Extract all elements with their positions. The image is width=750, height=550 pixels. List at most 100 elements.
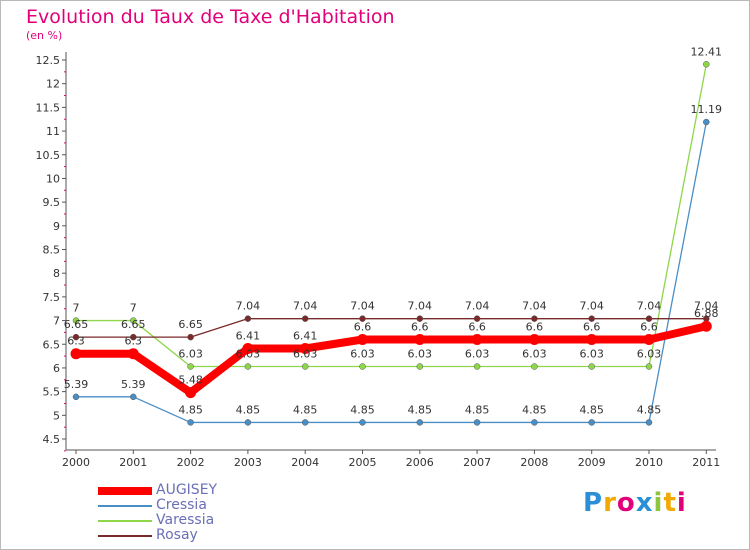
data-label-augisey: 6.6 xyxy=(468,321,486,334)
data-label-augisey: 6.6 xyxy=(583,321,601,334)
x-tick-label: 2010 xyxy=(635,456,663,469)
data-label-rosay: 6.65 xyxy=(121,318,146,331)
data-label-cressia: 4.85 xyxy=(408,403,433,416)
legend-label: Varessia xyxy=(156,512,215,528)
y-tick-label: 5 xyxy=(53,409,60,422)
data-label-augisey: 6.3 xyxy=(67,335,85,348)
data-point-varessia xyxy=(72,317,80,324)
data-label-rosay: 7.04 xyxy=(408,300,433,313)
data-point-augisey xyxy=(185,387,197,399)
x-tick-label: 2009 xyxy=(578,456,606,469)
y-tick-label: 7.5 xyxy=(43,291,61,304)
data-point-augisey xyxy=(414,334,426,346)
y-axis-unit: (en %) xyxy=(26,29,63,42)
x-tick-label: 2001 xyxy=(119,456,147,469)
data-point-cressia xyxy=(703,118,710,126)
data-label-rosay: 7.04 xyxy=(293,300,318,313)
data-label-rosay: 7.04 xyxy=(579,300,604,313)
series-line-varessia xyxy=(75,63,707,368)
y-tick-label: 10 xyxy=(46,172,60,185)
data-label-varessia: 7 xyxy=(130,302,137,315)
data-label-augisey: 6.6 xyxy=(354,321,372,334)
data-point-rosay xyxy=(72,333,80,341)
y-tick-label: 11 xyxy=(46,125,60,138)
data-point-augisey xyxy=(471,334,483,346)
y-tick-label: 7 xyxy=(53,315,60,328)
data-point-augisey xyxy=(528,334,540,346)
data-label-rosay: 7.04 xyxy=(637,300,662,313)
data-label-augisey: 6.6 xyxy=(640,321,658,334)
data-label-augisey: 6.3 xyxy=(125,335,143,348)
legend-swatch xyxy=(98,520,152,522)
series-line-rosay xyxy=(75,318,707,338)
data-point-augisey xyxy=(127,348,139,360)
x-tick-label: 2003 xyxy=(234,456,262,469)
x-tick-label: 2000 xyxy=(62,456,90,469)
data-point-rosay xyxy=(187,333,194,341)
data-point-cressia xyxy=(645,419,653,426)
data-label-rosay: 7.04 xyxy=(350,300,375,313)
data-label-cressia: 4.85 xyxy=(236,403,261,416)
data-point-varessia xyxy=(473,363,481,370)
data-point-rosay xyxy=(473,315,481,322)
data-point-varessia xyxy=(645,363,653,370)
data-label-varessia: 12.41 xyxy=(691,45,723,58)
data-point-cressia xyxy=(416,419,424,426)
data-label-augisey: 6.6 xyxy=(411,321,429,334)
data-label-cressia: 5.39 xyxy=(64,378,89,391)
data-label-varessia: 6.03 xyxy=(522,348,547,361)
data-label-cressia: 4.85 xyxy=(522,403,547,416)
y-tick-label: 6.5 xyxy=(43,338,61,351)
data-point-varessia xyxy=(187,363,194,370)
x-tick-label: 2006 xyxy=(406,456,434,469)
data-point-augisey xyxy=(299,343,311,355)
x-tick-label: 2004 xyxy=(291,456,319,469)
data-label-rosay: 6.65 xyxy=(178,318,203,331)
data-label-varessia: 6.03 xyxy=(408,348,433,361)
data-label-cressia: 4.85 xyxy=(293,403,318,416)
logo-letter: x xyxy=(635,488,654,518)
logo-letter: i xyxy=(653,488,664,518)
data-point-varessia xyxy=(130,317,137,324)
data-point-cressia xyxy=(588,419,595,426)
data-point-augisey xyxy=(357,334,368,346)
data-point-cressia xyxy=(301,419,309,426)
data-label-augisey: 6.41 xyxy=(236,330,261,343)
data-label-varessia: 6.03 xyxy=(579,348,604,361)
data-point-cressia xyxy=(187,419,194,426)
logo-letter: t xyxy=(663,488,677,518)
data-label-rosay: 7.04 xyxy=(522,300,547,313)
data-label-varessia: 6.03 xyxy=(465,348,490,361)
legend-label: AUGISEY xyxy=(156,482,218,498)
data-point-augisey xyxy=(242,343,254,355)
data-label-augisey: 6.6 xyxy=(526,321,544,334)
data-point-rosay xyxy=(359,315,366,322)
data-point-rosay xyxy=(531,315,538,322)
data-point-varessia xyxy=(416,363,424,370)
data-label-varessia: 6.03 xyxy=(350,348,375,361)
legend-swatch xyxy=(98,487,152,495)
data-point-rosay xyxy=(301,315,309,322)
data-point-augisey xyxy=(700,320,712,332)
legend-label: Rosay xyxy=(156,527,198,543)
data-point-cressia xyxy=(130,393,137,401)
data-label-rosay: 6.65 xyxy=(64,318,89,331)
y-tick-label: 6 xyxy=(53,362,60,375)
y-tick-label: 5.5 xyxy=(43,386,61,399)
x-tick-label: 2008 xyxy=(520,456,548,469)
data-point-cressia xyxy=(244,419,252,426)
data-point-cressia xyxy=(359,419,366,426)
data-point-varessia xyxy=(703,61,710,68)
data-label-varessia: 6.03 xyxy=(178,348,203,361)
y-tick-label: 8.5 xyxy=(43,244,61,257)
data-point-rosay xyxy=(244,315,252,322)
data-label-varessia: 6.03 xyxy=(236,348,261,361)
data-label-rosay: 7.04 xyxy=(694,300,719,313)
data-point-varessia xyxy=(244,363,252,370)
y-tick-label: 4.5 xyxy=(43,433,61,446)
x-tick-label: 2005 xyxy=(349,456,377,469)
x-tick-label: 2007 xyxy=(463,456,491,469)
logo-letter: r xyxy=(603,488,617,518)
